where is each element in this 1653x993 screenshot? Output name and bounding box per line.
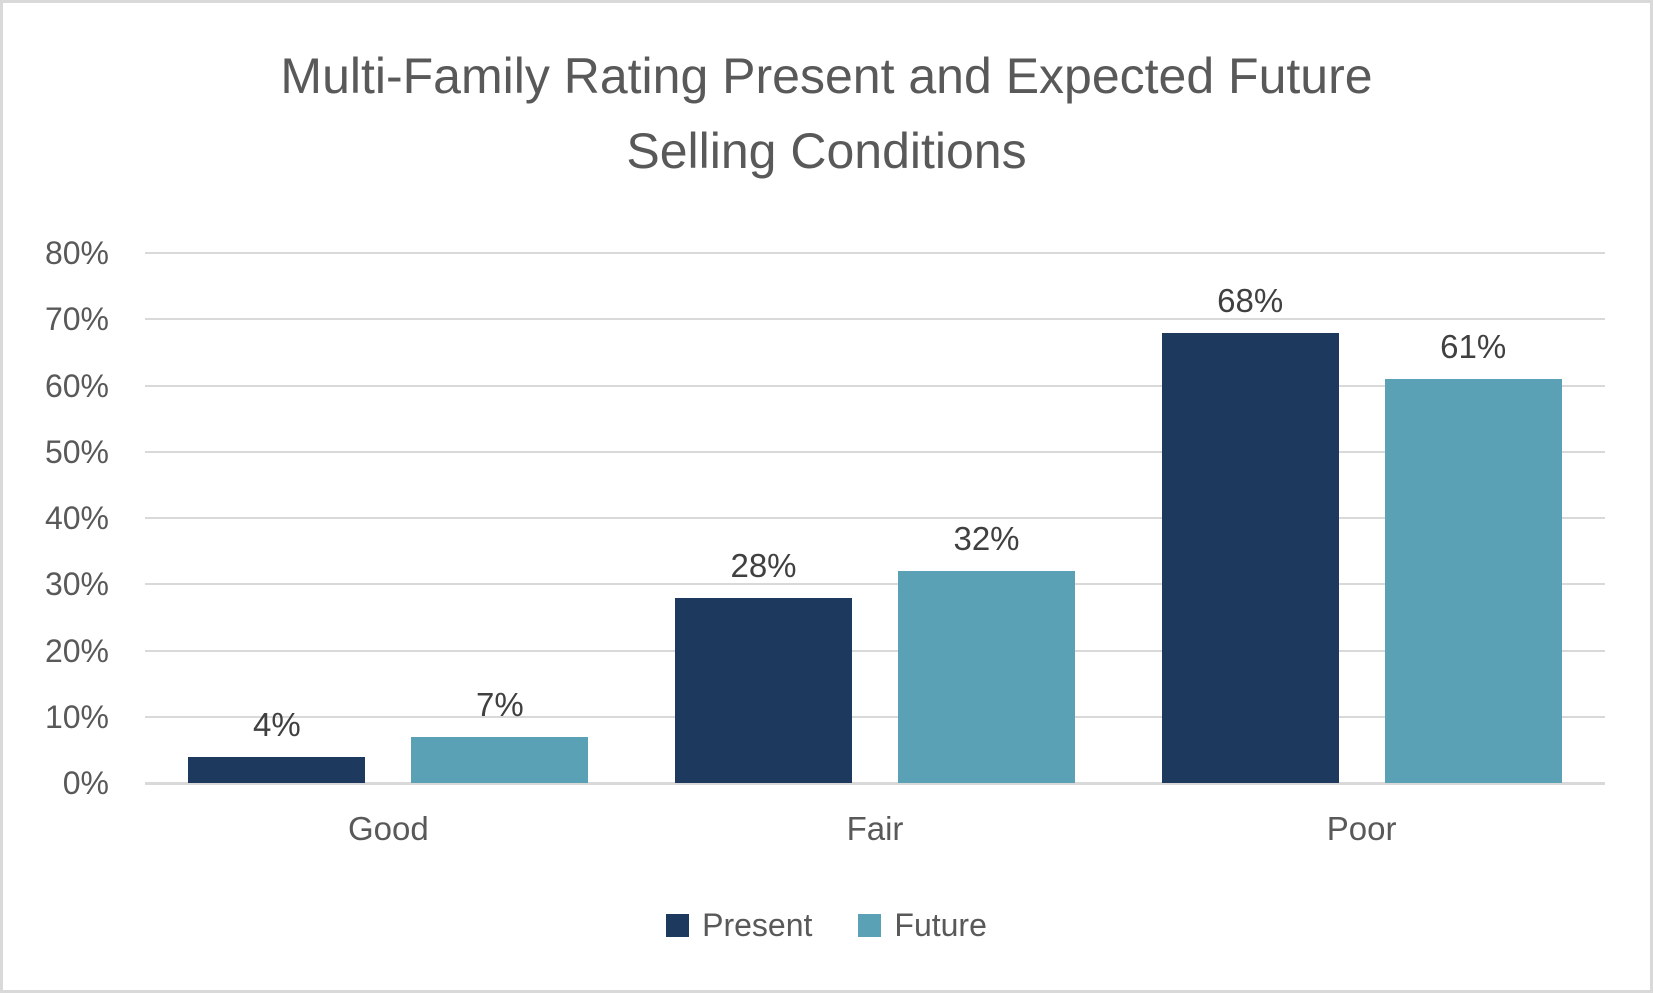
y-gridline bbox=[145, 715, 1605, 718]
y-axis-tick-label: 30% bbox=[44, 566, 109, 603]
bar-data-label: 61% bbox=[1440, 327, 1507, 365]
legend-swatch-present bbox=[666, 913, 690, 937]
y-axis-tick-label: 0% bbox=[62, 765, 109, 801]
y-axis-tick-label: 10% bbox=[44, 698, 109, 735]
y-gridline bbox=[145, 318, 1605, 321]
bar-present-fair bbox=[675, 597, 852, 783]
legend-swatch-future bbox=[858, 913, 882, 937]
bar-future-fair bbox=[898, 571, 1075, 783]
y-axis-tick-label: 60% bbox=[44, 367, 109, 404]
bar-data-label: 7% bbox=[475, 685, 524, 723]
y-gridline bbox=[145, 649, 1605, 652]
y-gridline bbox=[145, 252, 1605, 254]
legend: Present Future bbox=[3, 906, 1650, 944]
bar-present-poor bbox=[1161, 332, 1339, 783]
y-gridline bbox=[145, 517, 1605, 519]
y-gridline bbox=[145, 583, 1605, 586]
y-axis-tick-label: 40% bbox=[44, 500, 109, 536]
bar-future-poor bbox=[1384, 378, 1562, 783]
y-gridline bbox=[145, 450, 1605, 453]
legend-item-present: Present bbox=[666, 906, 812, 944]
x-axis-category-label: Fair bbox=[846, 810, 904, 847]
bar-data-label: 28% bbox=[730, 546, 797, 584]
bar-future-good bbox=[411, 736, 589, 783]
bar-data-label: 4% bbox=[252, 705, 301, 743]
bar-data-label: 68% bbox=[1217, 281, 1284, 319]
y-axis-tick-label: 80% bbox=[44, 235, 109, 271]
legend-label: Future bbox=[894, 907, 987, 943]
legend-item-future: Future bbox=[858, 906, 987, 944]
bar-data-label: 32% bbox=[953, 520, 1020, 557]
x-axis-category-label: Good bbox=[347, 810, 429, 847]
chart-title: Multi-Family Rating Present and Expected… bbox=[280, 48, 1373, 179]
bar-present-good bbox=[188, 756, 366, 783]
x-axis-line bbox=[145, 782, 1605, 785]
y-axis-tick-label: 70% bbox=[44, 301, 109, 338]
y-axis-tick-label: 20% bbox=[44, 632, 109, 669]
legend-label: Present bbox=[702, 907, 813, 943]
y-axis-tick-label: 50% bbox=[44, 433, 109, 470]
x-axis-category-label: Poor bbox=[1326, 810, 1397, 847]
y-gridline bbox=[145, 384, 1605, 387]
